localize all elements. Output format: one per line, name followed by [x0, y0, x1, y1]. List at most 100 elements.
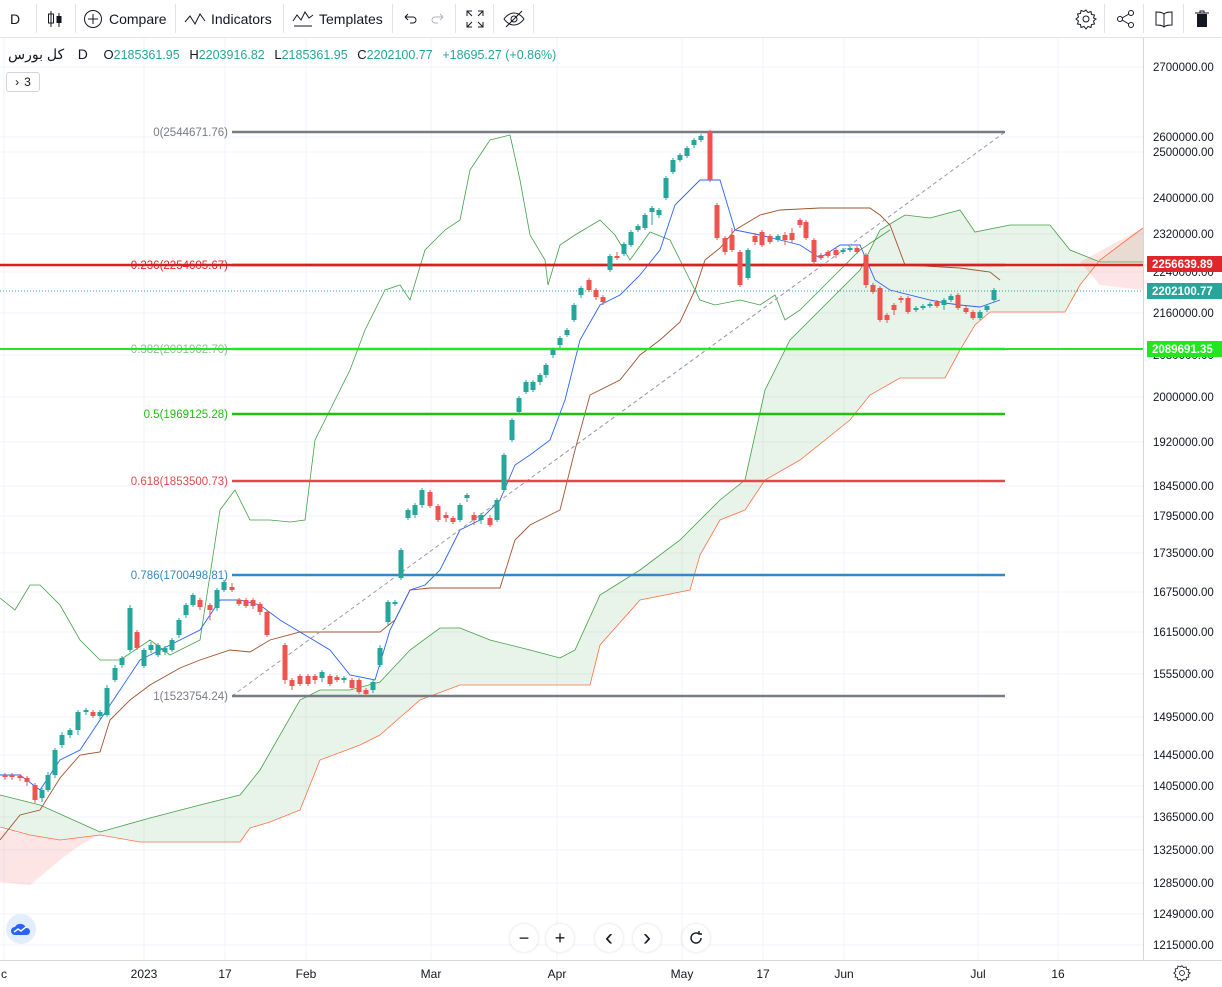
symbol-name[interactable]: کل بورس	[8, 46, 65, 62]
symbol-legend: کل بورس D O2185361.95 H2203916.82 L21853…	[8, 46, 556, 63]
price-tick-label: 1555000.00	[1153, 669, 1214, 681]
time-axis[interactable]: c 2023 17 Feb Mar Apr May 17 Jun Jul 16	[0, 960, 1222, 987]
toolbar-divider	[455, 4, 456, 33]
delete-button[interactable]	[1192, 0, 1212, 37]
candle	[884, 313, 890, 323]
candle	[977, 310, 983, 320]
candle	[586, 278, 592, 292]
snapshot-button[interactable]	[1153, 0, 1175, 37]
candle	[162, 646, 168, 655]
candle	[543, 363, 549, 378]
share-button[interactable]	[1115, 0, 1137, 37]
candle-body	[289, 680, 295, 686]
candle	[52, 748, 58, 778]
candle	[920, 304, 926, 310]
candle-body	[494, 500, 500, 520]
candle	[45, 772, 51, 792]
compare-button[interactable]: Compare	[83, 0, 167, 37]
candle	[635, 224, 641, 232]
indicators-icon	[184, 12, 206, 25]
toolbar-divider	[493, 4, 494, 33]
candle-body	[264, 612, 270, 635]
candle	[229, 583, 235, 592]
candle-body	[197, 600, 203, 607]
candle	[9, 773, 15, 780]
candle-body	[155, 645, 161, 655]
templates-icon	[292, 10, 314, 26]
settings-button[interactable]	[1075, 0, 1097, 37]
plus-icon: +	[554, 927, 566, 948]
indicators-collapse-toggle[interactable]: › 3	[6, 72, 40, 92]
candle-body	[797, 220, 803, 225]
redo-button[interactable]	[429, 0, 447, 37]
scroll-forward-button[interactable]: ›	[633, 924, 661, 952]
price-badge	[1147, 341, 1222, 357]
candle	[767, 234, 773, 244]
candle-body	[112, 668, 118, 680]
candle	[190, 593, 196, 607]
candle-body	[104, 688, 110, 715]
candle	[593, 288, 599, 300]
candle	[934, 300, 940, 308]
fib-level-label: 0.786(1700498.81)	[131, 570, 228, 582]
candle-body	[176, 620, 182, 635]
candle-body	[162, 648, 168, 652]
candle	[870, 283, 876, 294]
candle-body	[670, 160, 676, 172]
candle	[729, 228, 735, 252]
candle-body	[487, 518, 493, 525]
candle-body	[752, 236, 758, 242]
candle	[927, 302, 933, 308]
candle	[67, 728, 73, 738]
candle-body	[614, 256, 620, 258]
hide-drawings-button[interactable]	[502, 0, 526, 37]
tradingview-logo[interactable]	[6, 914, 36, 944]
candle	[392, 600, 398, 606]
candle-body	[948, 296, 954, 300]
candle-body	[334, 677, 340, 680]
fib-level-label: 0.618(1853500.73)	[131, 476, 228, 488]
toolbar-divider	[1104, 4, 1105, 33]
price-axis[interactable]: 2700000.00 2600000.00 2500000.00 2400000.00…	[1143, 38, 1222, 960]
axis-settings-button[interactable]	[1173, 964, 1191, 987]
candle-body	[229, 587, 235, 590]
candle-body	[677, 155, 683, 160]
candle-body	[24, 778, 30, 782]
reset-chart-button[interactable]	[682, 924, 710, 952]
zoom-out-button[interactable]: −	[510, 924, 538, 952]
candle	[148, 642, 154, 653]
kijun-sen-line	[0, 207, 1001, 841]
bearish-cloud-fill	[0, 830, 100, 885]
candle-body	[312, 676, 318, 680]
candle	[312, 674, 318, 684]
indicators-button[interactable]: Indicators	[184, 0, 272, 37]
toolbar-divider	[392, 4, 393, 33]
candle	[571, 303, 577, 322]
price-tick-label: 2160000.00	[1153, 308, 1214, 320]
chart-type-button[interactable]	[44, 0, 66, 37]
candle-body	[392, 602, 398, 604]
candle-body	[67, 730, 73, 735]
candle-body	[571, 305, 577, 320]
candle	[97, 710, 103, 719]
fullscreen-button[interactable]	[464, 0, 486, 37]
templates-button[interactable]: Templates	[292, 0, 383, 37]
candle	[341, 676, 347, 683]
interval-button[interactable]: D	[10, 0, 20, 37]
scroll-back-button[interactable]: ‹	[595, 924, 623, 952]
candle-body	[891, 305, 897, 310]
zoom-in-button[interactable]: +	[546, 924, 574, 952]
chart-pane[interactable]: 0(2544671.76)0.236(2254605.67)0.382(2091…	[0, 38, 1143, 960]
undo-button[interactable]	[401, 0, 419, 37]
candle	[327, 674, 333, 686]
candle	[305, 674, 311, 686]
candle-body	[45, 775, 51, 790]
candle	[628, 230, 634, 247]
candle-body	[607, 256, 613, 270]
candle-body	[250, 600, 256, 606]
candle-body	[405, 510, 411, 518]
candle	[250, 598, 256, 609]
candle	[443, 512, 449, 522]
compare-label: Compare	[109, 10, 167, 27]
candle	[169, 638, 175, 652]
